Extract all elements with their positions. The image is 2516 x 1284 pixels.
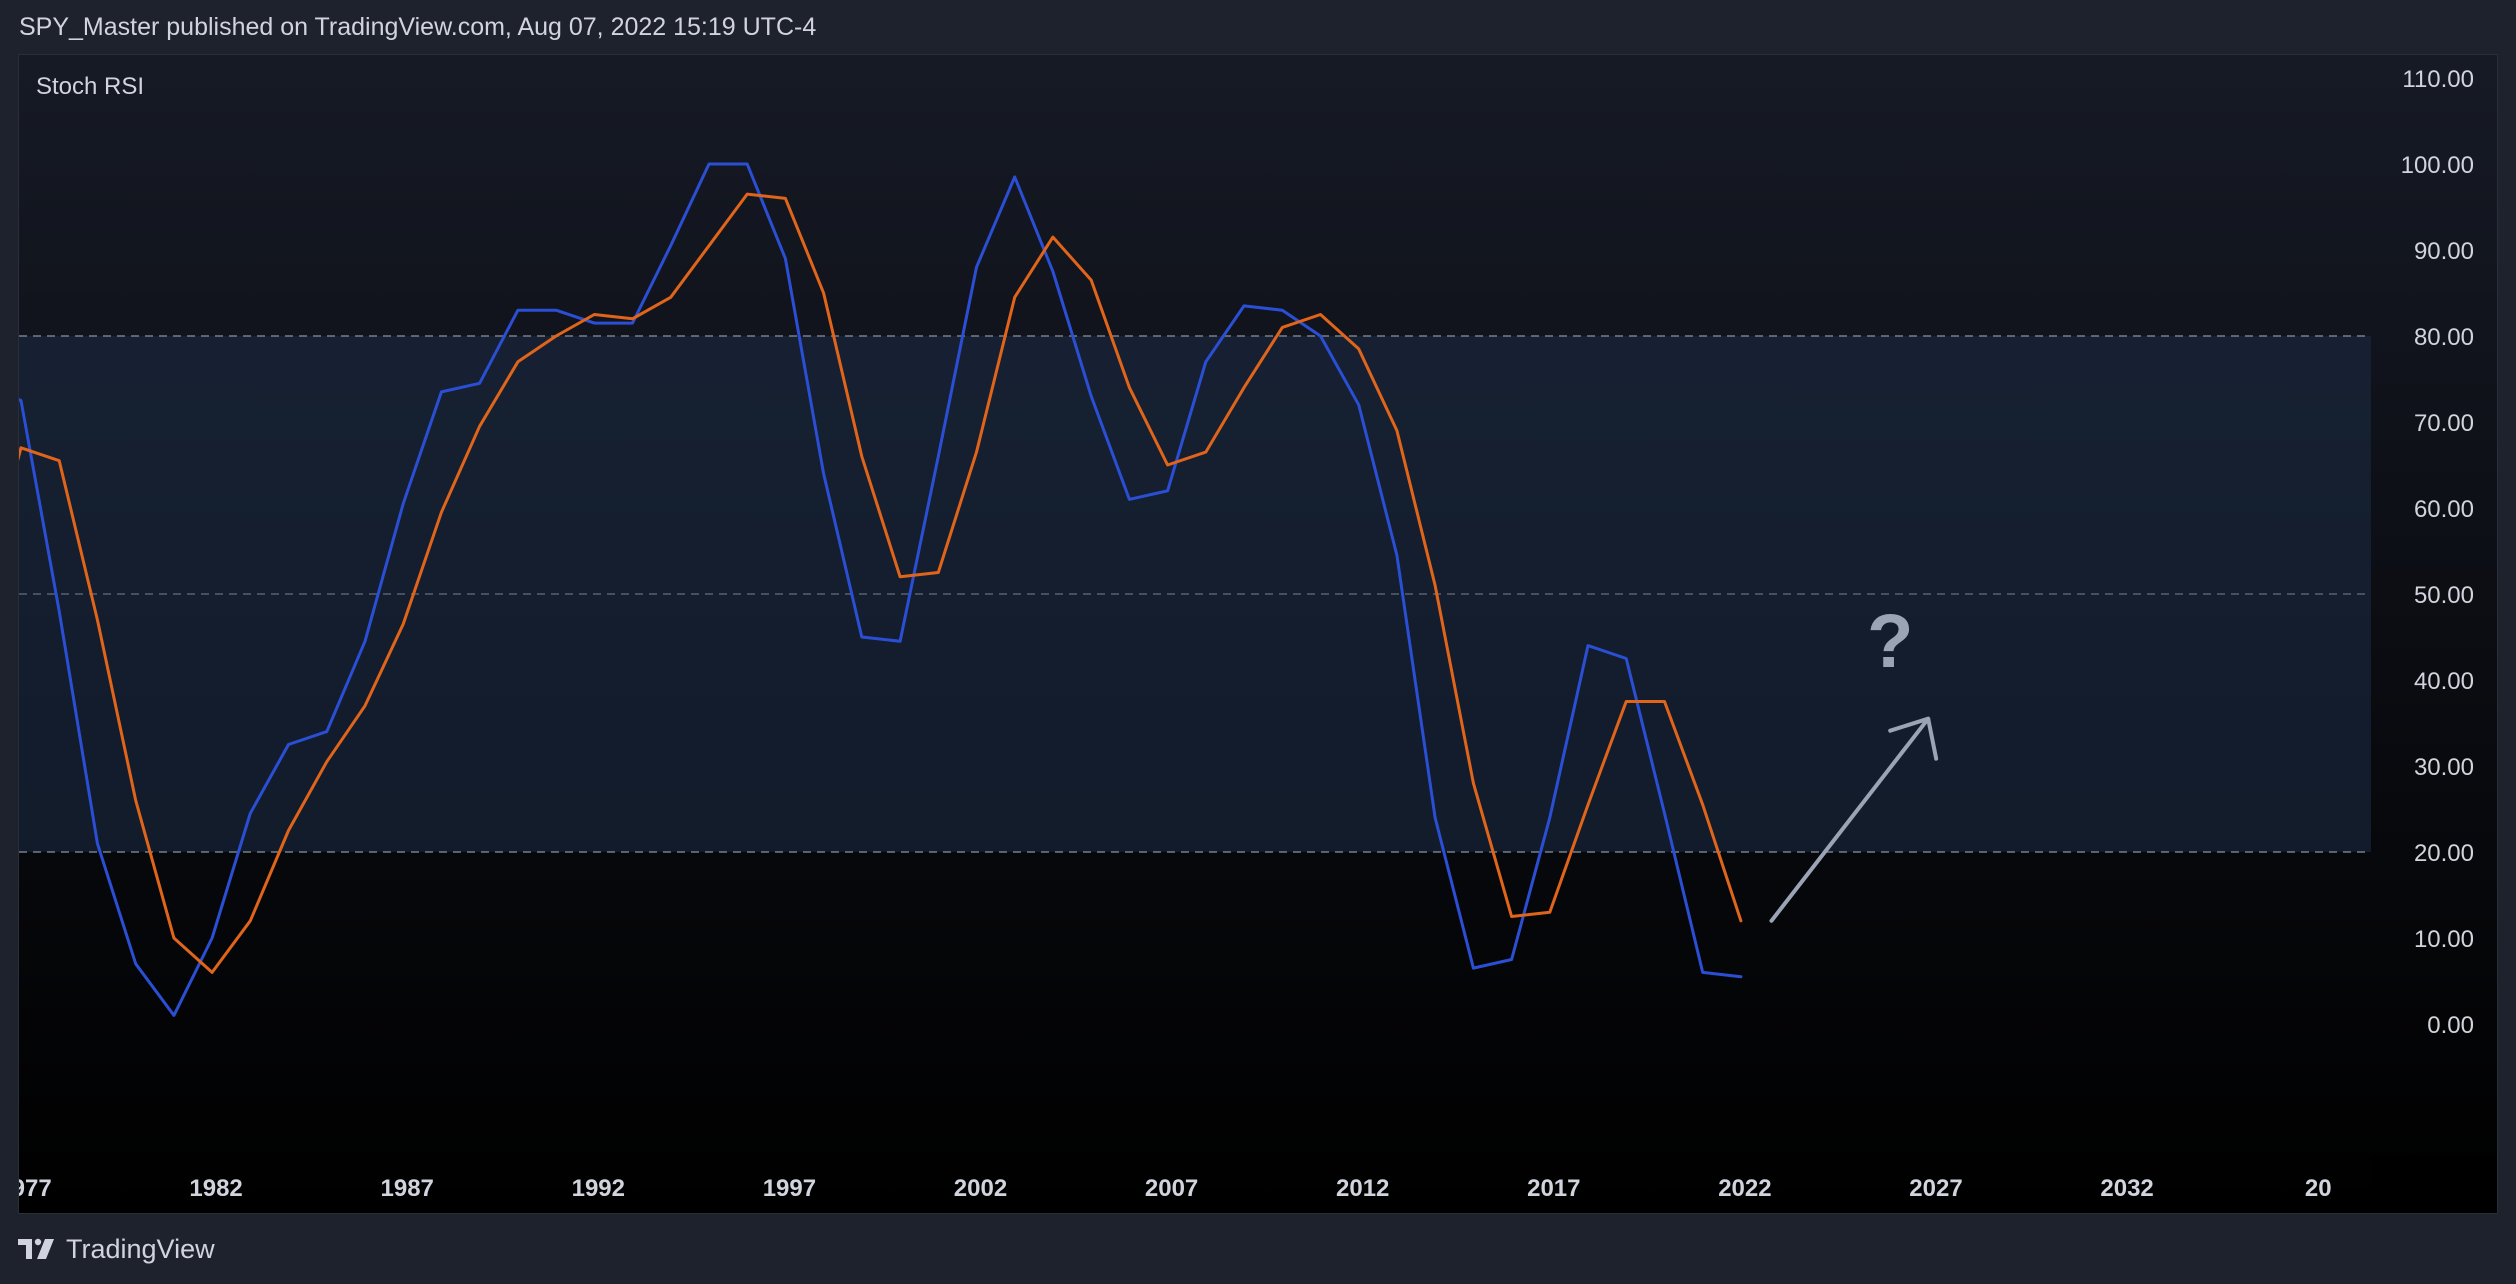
y-tick-label: 30.00 bbox=[2414, 754, 2474, 781]
x-tick-label: 2032 bbox=[2100, 1175, 2153, 1202]
x-tick-label: 2017 bbox=[1527, 1175, 1580, 1202]
series-group bbox=[19, 162, 1743, 1017]
y-tick-label: 110.00 bbox=[2402, 66, 2474, 93]
x-tick-label: 1977 bbox=[19, 1175, 52, 1202]
x-axis: 1977 1982 1987 1992 1997 2002 2007 2012 2017 2022… bbox=[19, 1155, 2497, 1213]
tradingview-logo-icon bbox=[18, 1238, 54, 1259]
y-axis: 110.00 100.00 90.00 80.00 70.00 60.00 50.00 40.… bbox=[2401, 66, 2474, 1039]
x-tick-label: 1992 bbox=[572, 1175, 625, 1202]
y-tick-label: 90.00 bbox=[2414, 238, 2474, 265]
footer: TradingView bbox=[0, 1214, 2516, 1284]
x-tick-label: 20 bbox=[2305, 1175, 2332, 1202]
y-tick-label: 20.00 bbox=[2414, 840, 2474, 867]
top-bar: SPY_Master published on TradingView.com,… bbox=[0, 0, 2516, 54]
x-tick-label: 2012 bbox=[1336, 1175, 1389, 1202]
x-tick-label: 1987 bbox=[381, 1175, 434, 1202]
indicator-title[interactable]: Stoch RSI bbox=[36, 73, 144, 100]
y-tick-label: 40.00 bbox=[2414, 668, 2474, 695]
y-tick-label: 0.00 bbox=[2427, 1012, 2474, 1039]
publish-info: SPY_Master published on TradingView.com,… bbox=[19, 12, 817, 41]
chart-pane[interactable]: ? Stoch RSI 110.00 100.00 90.00 80.00 70.00 6… bbox=[18, 54, 2498, 1214]
y-tick-label: 60.00 bbox=[2414, 496, 2474, 523]
series-line-d bbox=[19, 192, 1743, 974]
y-tick-label: 10.00 bbox=[2414, 926, 2474, 953]
y-tick-label: 80.00 bbox=[2414, 324, 2474, 351]
series-line-k bbox=[19, 162, 1743, 1017]
x-tick-label: 1997 bbox=[763, 1175, 816, 1202]
x-tick-label: 2002 bbox=[954, 1175, 1007, 1202]
y-tick-label: 100.00 bbox=[2401, 152, 2474, 179]
x-tick-label: 2027 bbox=[1909, 1175, 1962, 1202]
tradingview-logo[interactable]: TradingView bbox=[18, 1234, 215, 1265]
y-tick-label: 70.00 bbox=[2414, 410, 2474, 437]
x-tick-label: 2022 bbox=[1718, 1175, 1771, 1202]
x-axis-clip bbox=[2371, 1155, 2497, 1213]
annotation-group: ? bbox=[1769, 599, 1939, 923]
annotation-arrow bbox=[1769, 716, 1931, 923]
stoch-rsi-chart[interactable]: ? Stoch RSI 110.00 100.00 90.00 80.00 70.00 6… bbox=[19, 55, 2498, 1214]
annotation-question-mark: ? bbox=[1867, 599, 1913, 684]
y-tick-label: 50.00 bbox=[2414, 582, 2474, 609]
tradingview-logo-text: TradingView bbox=[66, 1233, 215, 1264]
annotation-arrow-head bbox=[1888, 716, 1939, 761]
x-tick-label: 1982 bbox=[189, 1175, 242, 1202]
x-tick-label: 2007 bbox=[1145, 1175, 1198, 1202]
level-lines bbox=[19, 335, 2371, 853]
